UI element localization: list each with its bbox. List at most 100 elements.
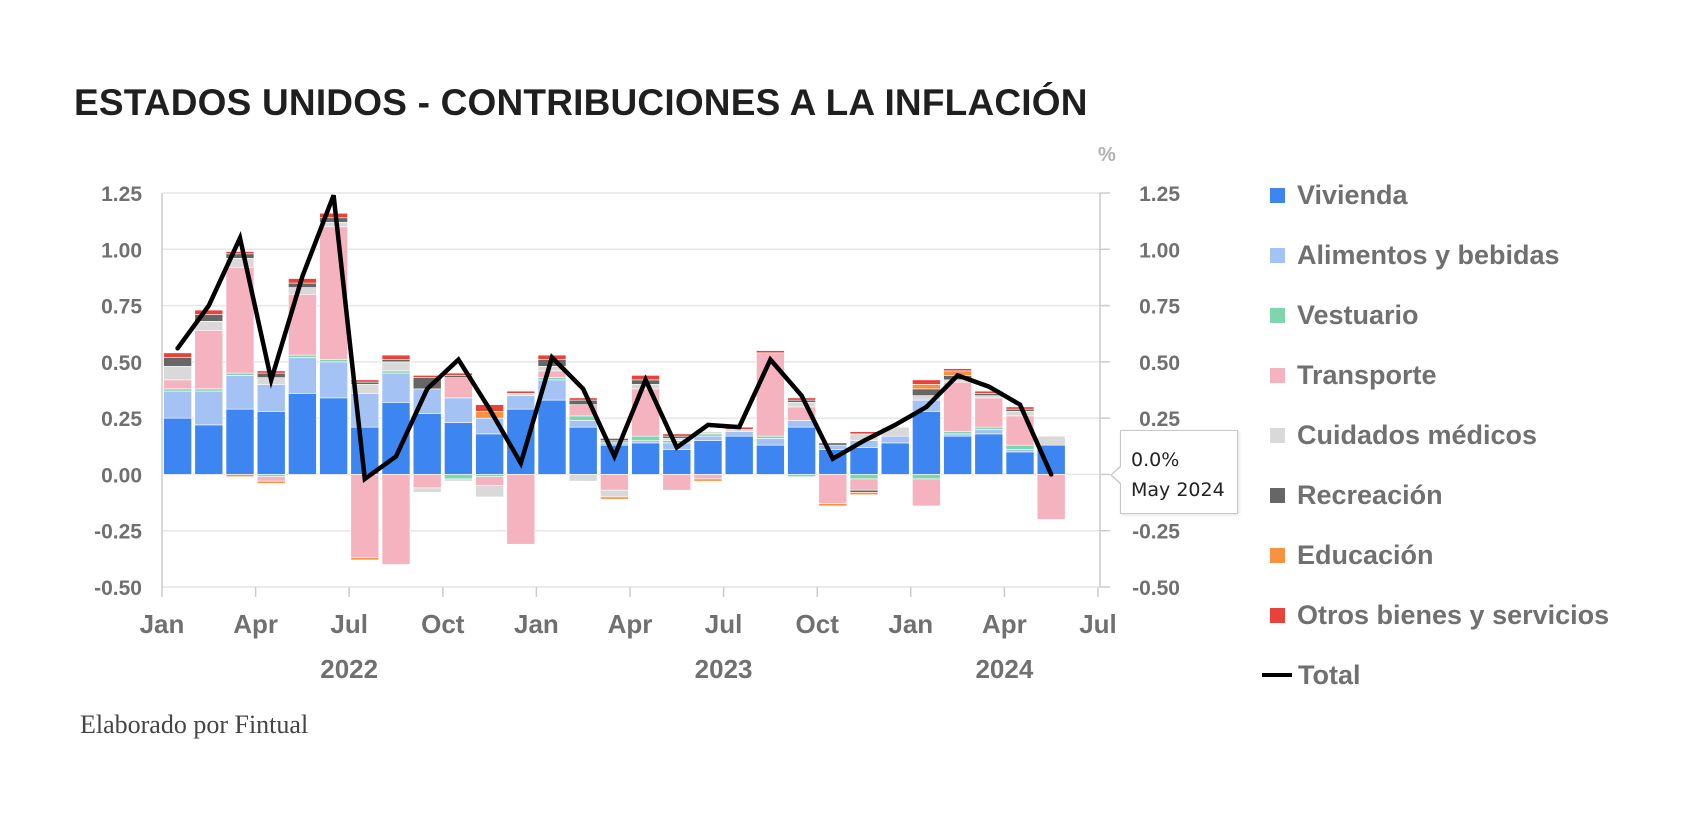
bar-segment xyxy=(163,366,192,381)
bar-segment xyxy=(818,474,848,504)
bar-segment xyxy=(787,402,816,408)
bar-segment xyxy=(537,370,567,378)
legend-item[interactable]: Cuidados médicos xyxy=(1270,405,1609,465)
legend-item[interactable]: Recreación xyxy=(1270,465,1609,525)
bar-segment xyxy=(912,379,941,385)
bar-segment xyxy=(662,474,692,491)
bar-segment xyxy=(444,397,473,423)
bar-segment xyxy=(412,487,442,493)
bar-segment xyxy=(693,478,723,482)
bar-segment xyxy=(506,395,536,410)
legend-label: Vestuario xyxy=(1297,299,1419,330)
legend-item[interactable]: Alimentos y bebidas xyxy=(1270,225,1609,285)
bar-segment xyxy=(943,435,972,475)
xtick-label: Apr xyxy=(608,609,653,639)
bar-segment xyxy=(225,474,255,477)
bar-segment xyxy=(724,431,754,437)
legend-swatch xyxy=(1270,247,1285,263)
ytick-label-right: 0.25 xyxy=(1139,408,1180,431)
bar-segment xyxy=(1005,411,1035,417)
bar-segment xyxy=(568,399,598,405)
bar-segment xyxy=(288,354,317,358)
bar-segment xyxy=(381,361,411,372)
bar-segment xyxy=(350,557,380,561)
total-line-group xyxy=(175,194,1054,483)
bar-segment xyxy=(756,350,785,354)
bar-segment xyxy=(787,420,816,428)
bar-segment xyxy=(600,496,629,500)
bar-segment xyxy=(818,444,848,450)
legend-item[interactable]: Transporte xyxy=(1270,345,1609,405)
bar-segment xyxy=(225,408,255,475)
xtick-label: Apr xyxy=(982,609,1027,639)
ytick-label-left: -0.50 xyxy=(94,577,142,600)
bar-segment xyxy=(256,480,286,484)
xtick-label: Apr xyxy=(233,609,278,639)
ytick-label-left: 0.75 xyxy=(101,296,142,319)
bar-segment xyxy=(787,426,816,475)
bar-segment xyxy=(319,361,348,399)
legend-line xyxy=(1262,673,1292,677)
bar-segment xyxy=(974,397,1004,428)
legend-swatch xyxy=(1270,547,1285,563)
bar-segment xyxy=(756,444,785,475)
bar-segment xyxy=(475,485,504,498)
legend-label: Total xyxy=(1298,659,1361,690)
bar-segment xyxy=(350,379,380,383)
bar-segment xyxy=(506,393,536,396)
bar-segment xyxy=(381,474,411,565)
legend-item-total[interactable]: Total xyxy=(1262,645,1609,705)
bar-segment xyxy=(444,478,473,482)
bar-segment xyxy=(568,415,598,421)
year-label: 2023 xyxy=(695,654,753,684)
bar-segment xyxy=(225,375,255,410)
bar-segment xyxy=(849,489,879,493)
bar-segment xyxy=(256,476,286,482)
legend-label: Transporte xyxy=(1297,359,1437,390)
bar-segment xyxy=(1005,444,1035,450)
ytick-label-left: 1.25 xyxy=(101,183,142,206)
ytick-label-left: 0.00 xyxy=(101,464,142,487)
bar-segment xyxy=(849,478,879,491)
ytick-label-right: 0.50 xyxy=(1139,352,1180,375)
bar-segment xyxy=(225,372,255,376)
tooltip-date: May 2024 xyxy=(1131,479,1225,501)
ytick-label-right: 0.75 xyxy=(1139,296,1180,319)
bar-segment xyxy=(662,433,692,437)
ytick-label-right: 1.00 xyxy=(1139,239,1180,262)
legend-item[interactable]: Vivienda xyxy=(1270,165,1609,225)
bar-segment xyxy=(444,474,473,480)
ytick-label-right: 1.25 xyxy=(1139,183,1180,206)
legend-swatch xyxy=(1270,307,1285,323)
bar-segment xyxy=(163,390,192,419)
bar-segment xyxy=(568,397,598,401)
legend-item[interactable]: Otros bienes y servicios xyxy=(1270,585,1609,645)
bar-segment xyxy=(381,359,411,363)
bar-segment xyxy=(194,330,224,390)
bar-segment xyxy=(350,474,380,559)
bar-segment xyxy=(568,474,598,482)
legend-item[interactable]: Vestuario xyxy=(1270,285,1609,345)
bar-segment xyxy=(756,435,785,439)
bar-segment xyxy=(631,442,660,475)
legend-item[interactable]: Educación xyxy=(1270,525,1609,585)
ytick-label-right: -0.50 xyxy=(1132,577,1180,600)
bar-segment xyxy=(724,429,754,432)
bar-segment xyxy=(319,397,348,475)
bar-segment xyxy=(600,474,629,491)
bar-segment xyxy=(256,411,286,475)
bar-segment xyxy=(475,476,504,486)
ytick-label-left: 0.25 xyxy=(101,408,142,431)
bar-segment xyxy=(568,420,598,428)
legend-label: Vivienda xyxy=(1297,179,1408,210)
legend-label: Recreación xyxy=(1297,479,1443,510)
bar-segment xyxy=(693,435,723,441)
bar-segment xyxy=(506,390,536,394)
bar-segment xyxy=(600,440,629,444)
credit: Elaborado por Fintual xyxy=(80,710,309,739)
bar-segment xyxy=(475,433,504,475)
bars xyxy=(163,212,1066,565)
bar-segment xyxy=(1036,474,1066,520)
bar-segment xyxy=(194,424,224,475)
